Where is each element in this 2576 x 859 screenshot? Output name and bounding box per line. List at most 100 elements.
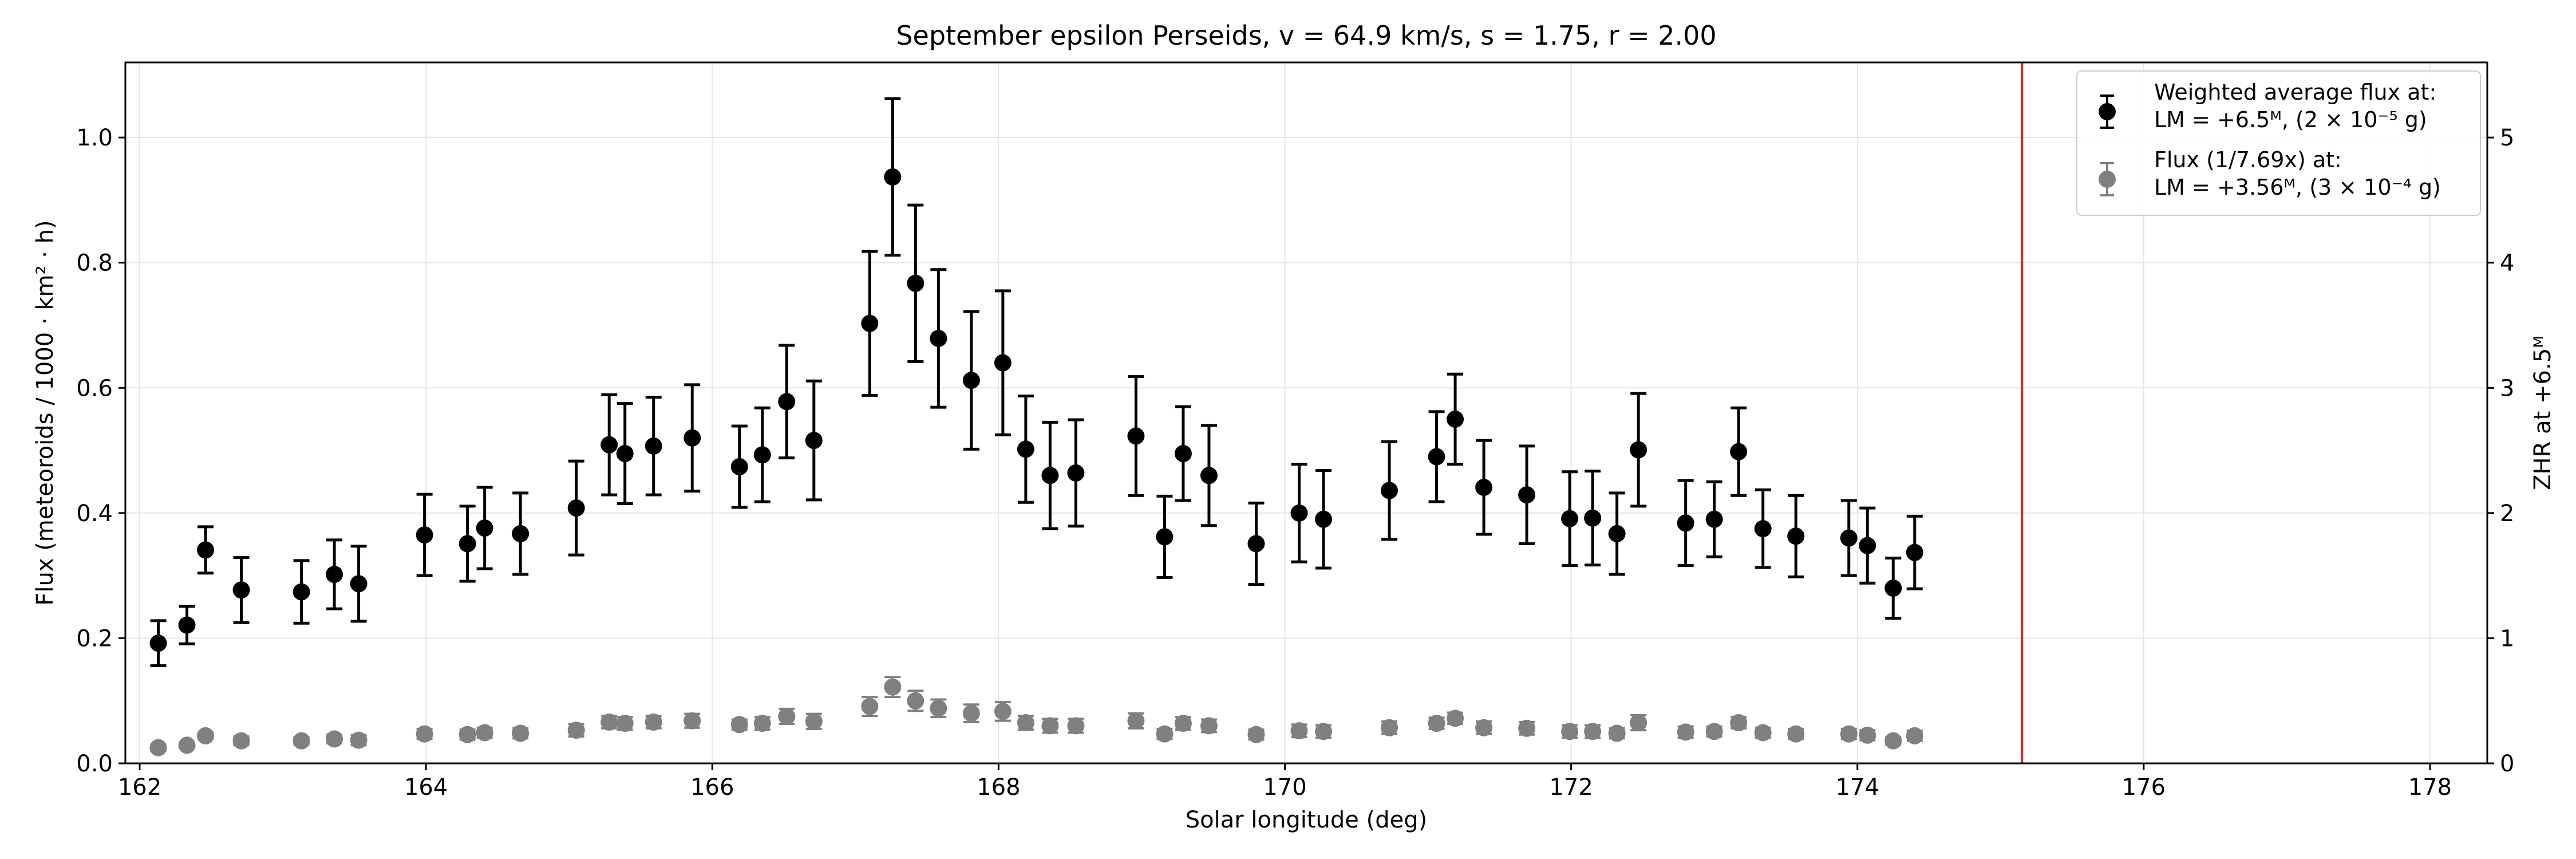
data-point: [459, 726, 476, 743]
data-point: [805, 712, 823, 730]
data-point: [232, 581, 250, 599]
data-point: [476, 519, 493, 537]
y-tick-label: 0.4: [76, 501, 113, 527]
legend-point: [2099, 171, 2116, 188]
data-point: [1730, 443, 1748, 460]
data-point: [1200, 467, 1218, 484]
data-point: [600, 436, 618, 454]
data-point: [805, 432, 823, 450]
data-point: [350, 575, 368, 593]
data-point: [907, 692, 924, 710]
data-point: [476, 724, 493, 742]
y-tick-label: 1.0: [76, 125, 113, 151]
data-point: [861, 314, 879, 332]
data-point: [293, 732, 310, 750]
x-tick-label: 166: [690, 774, 734, 801]
legend-marker-weighted-flux: [2099, 94, 2116, 129]
data-point: [1906, 543, 1923, 561]
x-tick-label: 172: [1549, 774, 1593, 801]
y-axis-label-right: ZHR at +6.5ᴹ: [2530, 336, 2556, 490]
data-point: [1840, 529, 1858, 547]
data-point: [1200, 717, 1218, 735]
data-point: [1315, 510, 1333, 528]
data-point: [683, 712, 701, 730]
x-tick-label: 176: [2122, 774, 2166, 801]
data-point: [1859, 726, 1876, 744]
legend-marker-scaled-flux: [2099, 162, 2116, 196]
data-point: [1174, 715, 1192, 732]
data-point: [1787, 527, 1805, 545]
data-point: [1561, 510, 1579, 527]
data-point: [1156, 725, 1174, 743]
chart-title: September epsilon Perseids, v = 64.9 km/…: [896, 20, 1716, 51]
legend-box: [2076, 70, 2481, 216]
data-point: [326, 730, 343, 748]
data-point: [1247, 535, 1265, 553]
legend-label-scaled-flux-line1: Flux (1/7.69x) at:: [2154, 147, 2342, 172]
data-point: [730, 716, 748, 734]
data-point: [645, 437, 662, 455]
data-point: [616, 445, 634, 463]
data-point: [416, 526, 433, 544]
data-point: [1428, 448, 1445, 466]
x-tick-label: 174: [1836, 774, 1879, 801]
data-point: [1705, 510, 1723, 528]
data-point: [178, 616, 196, 634]
data-point: [459, 535, 476, 553]
data-point: [778, 708, 796, 726]
data-point: [1518, 486, 1536, 504]
legend-label-weighted-flux-line1: Weighted average flux at:: [2154, 80, 2436, 105]
data-point: [567, 722, 585, 739]
data-point: [1247, 726, 1265, 743]
data-point: [1290, 722, 1308, 740]
data-point: [930, 329, 947, 347]
data-point: [512, 525, 530, 542]
data-point: [1475, 719, 1493, 736]
data-point: [1315, 723, 1333, 740]
legend-label-weighted-flux-line2: LM = +6.5ᴹ, (2 × 10⁻⁵ g): [2154, 107, 2427, 132]
data-point: [907, 274, 924, 292]
data-point: [884, 168, 902, 186]
data-point: [1174, 445, 1192, 463]
data-point: [1730, 714, 1748, 731]
data-point: [1447, 410, 1464, 428]
data-point: [1447, 710, 1464, 727]
data-point: [149, 739, 167, 756]
legend-point: [2099, 103, 2116, 120]
data-point: [1127, 712, 1145, 730]
data-point: [753, 446, 771, 464]
data-point: [1475, 479, 1493, 497]
y-axis-label-left: Flux (meteoroids / 1000 · km² · h): [32, 220, 58, 605]
data-point: [1705, 723, 1723, 740]
data-point: [178, 736, 196, 754]
data-point: [994, 703, 1012, 720]
data-point: [683, 429, 701, 447]
data-point: [1630, 441, 1647, 459]
data-point: [1584, 509, 1602, 527]
data-point: [1884, 580, 1902, 597]
data-point: [293, 583, 310, 601]
x-tick-label: 162: [118, 774, 161, 801]
series-scaled-flux: [149, 676, 1923, 756]
data-point: [1381, 719, 1398, 736]
y-right-tick-label: 4: [2500, 250, 2514, 277]
y-right-tick-label: 1: [2500, 625, 2514, 652]
data-point: [1906, 727, 1923, 744]
data-point: [416, 725, 433, 743]
y-axis-left: 0.0 0.2 0.4 0.6 0.8 1.0: [76, 125, 125, 777]
data-point: [962, 372, 980, 389]
data-point: [1677, 514, 1694, 532]
x-tick-label: 164: [404, 774, 448, 801]
data-point: [1754, 724, 1772, 742]
data-point: [1041, 717, 1059, 735]
x-tick-label: 178: [2408, 774, 2452, 801]
data-point: [962, 704, 980, 722]
data-point: [994, 354, 1012, 372]
y-right-tick-label: 2: [2500, 501, 2514, 527]
data-point: [1630, 714, 1647, 731]
data-point: [600, 713, 618, 731]
data-point: [1156, 528, 1174, 546]
data-point: [350, 731, 368, 749]
data-point: [1290, 504, 1308, 522]
y-right-tick-label: 5: [2500, 125, 2514, 151]
